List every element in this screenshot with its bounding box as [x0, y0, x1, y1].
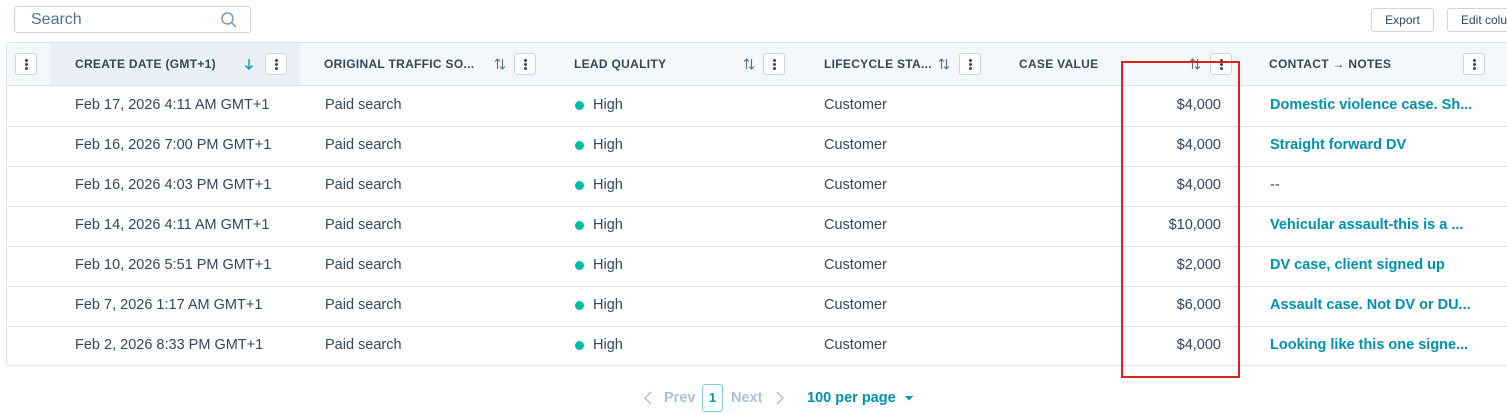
column-menu[interactable] — [514, 53, 536, 75]
column-header[interactable]: CREATE DATE (GMT+1) — [75, 57, 216, 71]
note-link[interactable]: Straight forward DV — [1270, 137, 1407, 153]
row-divider — [6, 326, 1507, 327]
sort-icon[interactable] — [1188, 57, 1202, 71]
column-header[interactable]: CASE VALUE — [1019, 57, 1099, 71]
quality-dot — [575, 141, 584, 150]
sort-icon-glyph — [743, 58, 755, 70]
sort-icon[interactable] — [493, 57, 507, 71]
next-chevron — [776, 391, 785, 405]
case-value: $4,000 — [1176, 97, 1221, 113]
quality-dot — [575, 261, 584, 270]
row-divider — [6, 246, 1507, 247]
lead-quality: High — [593, 137, 623, 153]
note-link[interactable]: Assault case. Not DV or DU... — [1270, 297, 1471, 313]
traffic-source: Paid search — [325, 257, 402, 273]
column-menu[interactable] — [1210, 53, 1232, 75]
case-value: $4,000 — [1176, 137, 1221, 153]
prev-chevron — [643, 391, 652, 405]
sorted-column-header — [50, 43, 300, 86]
create-date: Feb 17, 2026 4:11 AM GMT+1 — [75, 97, 270, 113]
column-menu[interactable] — [763, 53, 785, 75]
row-divider — [6, 126, 1507, 127]
column-menu[interactable] — [265, 53, 287, 75]
traffic-source: Paid search — [325, 137, 402, 153]
traffic-source: Paid search — [325, 217, 402, 233]
column-menu[interactable] — [15, 53, 37, 75]
export-button[interactable]: Export — [1371, 8, 1434, 32]
case-value: $4,000 — [1176, 337, 1221, 353]
case-value: $10,000 — [1168, 217, 1221, 233]
note-link[interactable]: DV case, client signed up — [1270, 257, 1445, 273]
lifecycle-stage: Customer — [824, 137, 887, 153]
traffic-source: Paid search — [325, 337, 402, 353]
lifecycle-stage: Customer — [824, 177, 887, 193]
lead-quality: High — [593, 97, 623, 113]
quality-dot — [575, 221, 584, 230]
lead-quality: High — [593, 297, 623, 313]
case-value: $4,000 — [1176, 177, 1221, 193]
lead-quality: High — [593, 337, 623, 353]
edit-columns-button[interactable]: Edit columns — [1447, 8, 1507, 32]
lifecycle-stage: Customer — [824, 337, 887, 353]
sort-icon[interactable] — [937, 57, 951, 71]
create-date: Feb 14, 2026 4:11 AM GMT+1 — [75, 217, 270, 233]
note-link[interactable]: Vehicular assault-this is a ... — [1270, 217, 1464, 233]
create-date: Feb 16, 2026 7:00 PM GMT+1 — [75, 137, 272, 153]
case-value: $2,000 — [1176, 257, 1221, 273]
lifecycle-stage: Customer — [824, 257, 887, 273]
search-box[interactable]: Search — [14, 6, 251, 33]
sort-desc-icon[interactable] — [242, 57, 256, 71]
create-date: Feb 16, 2026 4:03 PM GMT+1 — [75, 177, 272, 193]
note-link[interactable]: Domestic violence case. Sh... — [1270, 97, 1473, 113]
next-button[interactable]: Next — [731, 390, 763, 406]
sort-desc-icon-glyph — [245, 59, 253, 70]
column-header[interactable]: CONTACT → NOTES — [1269, 57, 1392, 71]
traffic-source: Paid search — [325, 177, 402, 193]
column-header[interactable]: LIFECYCLE STA... — [824, 57, 932, 71]
case-value: $6,000 — [1176, 297, 1221, 313]
table — [6, 42, 1507, 366]
quality-dot — [575, 101, 584, 110]
header-divider — [6, 85, 1507, 86]
lead-quality: High — [593, 177, 623, 193]
lead-quality: High — [593, 257, 623, 273]
prev-button[interactable]: Prev — [664, 390, 696, 406]
column-header[interactable]: ORIGINAL TRAFFIC SO... — [324, 57, 475, 71]
page-number[interactable]: 1 — [702, 384, 723, 412]
create-date: Feb 2, 2026 8:33 PM GMT+1 — [75, 337, 264, 353]
quality-dot — [575, 341, 584, 350]
lifecycle-stage: Customer — [824, 217, 887, 233]
traffic-source: Paid search — [325, 97, 402, 113]
note-link[interactable]: Looking like this one signe... — [1270, 337, 1469, 353]
per-page-select[interactable]: 100 per page — [807, 390, 896, 406]
row-divider — [6, 286, 1507, 287]
row-divider — [6, 206, 1507, 207]
sort-icon-glyph — [938, 58, 950, 70]
create-date: Feb 7, 2026 1:17 AM GMT+1 — [75, 297, 263, 313]
traffic-source: Paid search — [325, 297, 402, 313]
row-divider — [6, 166, 1507, 167]
lifecycle-stage: Customer — [824, 297, 887, 313]
column-menu[interactable] — [959, 53, 981, 75]
search-icon — [221, 12, 237, 28]
lifecycle-stage: Customer — [824, 97, 887, 113]
note-empty: -- — [1270, 177, 1280, 193]
lead-quality: High — [593, 217, 623, 233]
sort-icon-glyph — [1189, 58, 1201, 70]
sort-icon[interactable] — [742, 57, 756, 71]
column-menu[interactable] — [1463, 53, 1485, 75]
quality-dot — [575, 181, 584, 190]
highlight-box — [1121, 61, 1240, 378]
column-header[interactable]: LEAD QUALITY — [574, 57, 667, 71]
dropdown-caret — [905, 396, 913, 401]
create-date: Feb 10, 2026 5:51 PM GMT+1 — [75, 257, 272, 273]
sort-icon-glyph — [494, 58, 506, 70]
quality-dot — [575, 301, 584, 310]
search-placeholder: Search — [31, 11, 82, 28]
